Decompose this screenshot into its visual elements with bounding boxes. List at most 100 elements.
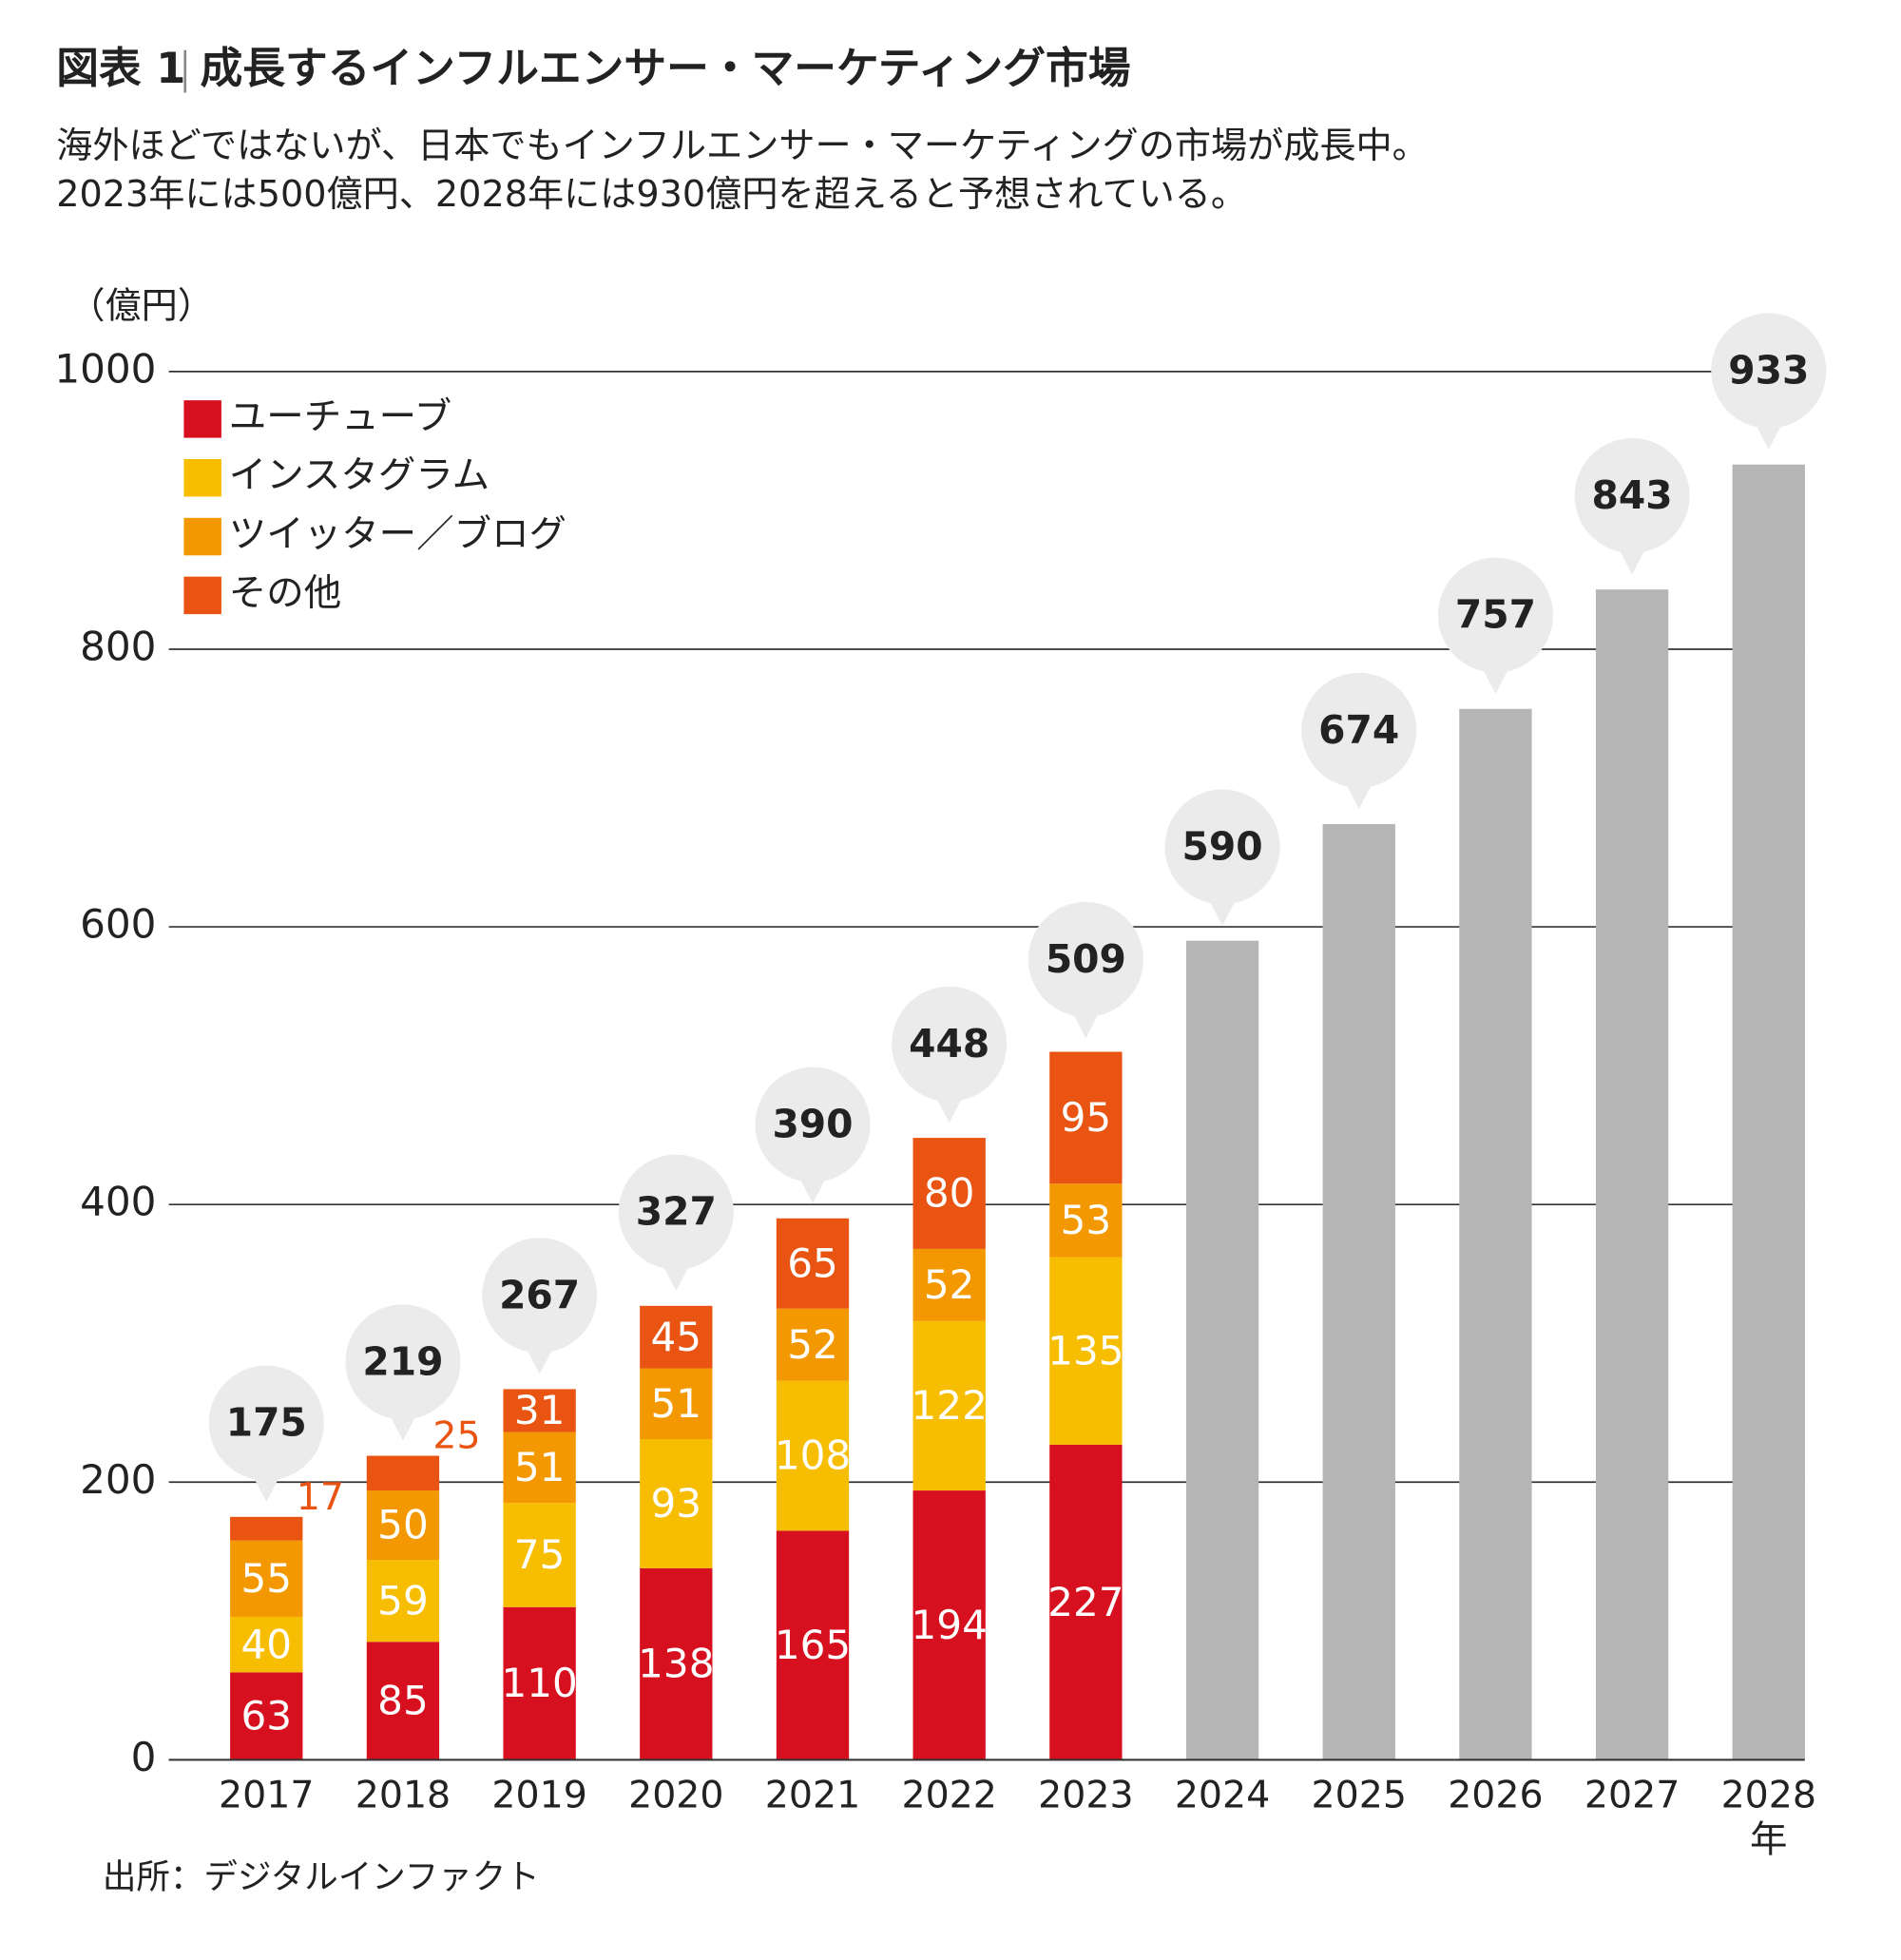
value-label: 53: [1061, 1197, 1112, 1243]
callout-bubble: [1343, 779, 1374, 810]
forecast-bar: [1732, 464, 1805, 1760]
forecast-bar: [1185, 940, 1259, 1760]
bar-segment: [640, 1305, 713, 1369]
total-label: 757: [1455, 592, 1536, 638]
x-tick-label: 2023: [1038, 1773, 1133, 1816]
bar-segment: [366, 1455, 440, 1491]
x-tick-label: 2017: [219, 1773, 314, 1816]
x-tick-label: 2022: [901, 1773, 996, 1816]
source: 出所：デジタルインファクト: [103, 1857, 540, 1896]
value-label: 75: [514, 1531, 566, 1578]
callout-bubble: [1480, 664, 1511, 694]
bar-segment: [912, 1248, 986, 1321]
total-label: 843: [1592, 472, 1673, 518]
callout-bubble: [1753, 420, 1784, 450]
value-label: 165: [775, 1622, 851, 1668]
legend-label: ツイッター／ブログ: [229, 512, 566, 556]
bar-segment: [640, 1567, 713, 1760]
callout-bubble: [797, 1174, 828, 1203]
legend-label: ユーチューブ: [229, 394, 451, 438]
callout-bubble: [892, 986, 1008, 1102]
value-label: 40: [240, 1621, 292, 1667]
value-label: 65: [787, 1239, 838, 1286]
bar-segment: [366, 1560, 440, 1643]
bar-segment: [1049, 1444, 1123, 1760]
value-label: 25: [432, 1414, 480, 1458]
callout-bubble: [755, 1066, 871, 1182]
value-label: 45: [651, 1314, 702, 1360]
callout-bubble: [482, 1238, 598, 1354]
bar-segment: [503, 1389, 576, 1432]
x-tick-label: 2021: [765, 1773, 860, 1816]
bar-segment: [640, 1368, 713, 1440]
bar-segment: [230, 1540, 303, 1617]
callout-bubble: [1164, 789, 1280, 905]
bar-segment: [230, 1516, 303, 1541]
legend-label: インスタグラム: [229, 453, 490, 497]
value-label: 135: [1047, 1327, 1123, 1374]
y-tick-label: 400: [80, 1179, 156, 1225]
x-tick-label: 2024: [1175, 1773, 1270, 1816]
x-tick-label: 2028: [1721, 1773, 1816, 1816]
bar-segment: [503, 1606, 576, 1760]
callout-bubble: [933, 1094, 965, 1124]
callout-bubble: [388, 1412, 418, 1441]
bar-segment: [230, 1616, 303, 1673]
callout-bubble: [1207, 896, 1238, 926]
value-label: 51: [651, 1380, 702, 1427]
bar-segment: [776, 1530, 850, 1760]
value-label: 110: [501, 1660, 577, 1706]
total-label: 175: [226, 1400, 307, 1446]
y-axis-label: （億円）: [68, 284, 214, 326]
bar-segment: [503, 1503, 576, 1607]
value-label: 51: [514, 1444, 566, 1490]
callout-bubble: [251, 1472, 282, 1503]
callout-bubble: [345, 1304, 461, 1420]
forecast-bar: [1459, 708, 1532, 1760]
total-label: 267: [499, 1272, 580, 1317]
bar-segment: [776, 1308, 850, 1381]
value-label: 31: [514, 1387, 566, 1433]
forecast-bar: [1322, 824, 1395, 1760]
x-tick-label: 2027: [1584, 1773, 1680, 1816]
y-tick-label: 0: [131, 1734, 157, 1780]
subtitle: 海外ほどではないが、日本でもインフルエンサー・マーケティングの市場が成長中。: [56, 125, 1429, 166]
bar-segment: [503, 1432, 576, 1504]
value-label: 63: [240, 1693, 292, 1739]
bar-segment: [366, 1642, 440, 1760]
value-label: 138: [638, 1641, 714, 1687]
total-label: 933: [1728, 348, 1809, 394]
value-label: 95: [1061, 1094, 1112, 1141]
callout-bubble: [524, 1345, 555, 1374]
x-tick-label: 2019: [491, 1773, 586, 1816]
bar-segment: [912, 1320, 986, 1491]
total-label: 674: [1318, 707, 1399, 753]
callout-bubble: [1301, 672, 1417, 788]
total-label: 390: [772, 1102, 853, 1147]
total-label: 509: [1046, 936, 1126, 982]
legend-swatch: [183, 458, 221, 497]
bar-segment: [776, 1380, 850, 1531]
value-label: 194: [912, 1602, 988, 1648]
callout-bubble: [1574, 437, 1690, 554]
value-label: 108: [775, 1432, 851, 1479]
bar-segment: [1049, 1051, 1123, 1184]
subtitle: 2023年には500億円、2028年には930億円を超えると予想されている。: [56, 173, 1247, 215]
callout-bubble: [1437, 557, 1553, 673]
callout-bubble: [661, 1261, 692, 1292]
callout-bubble: [1711, 313, 1827, 429]
legend-swatch: [183, 400, 221, 438]
total-label: 219: [362, 1338, 443, 1384]
legend-swatch: [183, 517, 221, 556]
bar-segment: [1049, 1183, 1123, 1258]
total-label: 327: [636, 1189, 717, 1235]
value-label: 85: [377, 1677, 429, 1723]
value-label: 17: [297, 1475, 344, 1519]
value-label: 227: [1047, 1579, 1123, 1625]
callout-bubble: [1617, 546, 1647, 575]
callout-bubble: [1070, 1009, 1102, 1039]
bar-segment: [230, 1672, 303, 1760]
chart-title: 成長するインフルエンサー・マーケティング市場: [201, 43, 1131, 93]
value-label: 59: [377, 1577, 429, 1624]
callout-bubble: [208, 1365, 324, 1481]
